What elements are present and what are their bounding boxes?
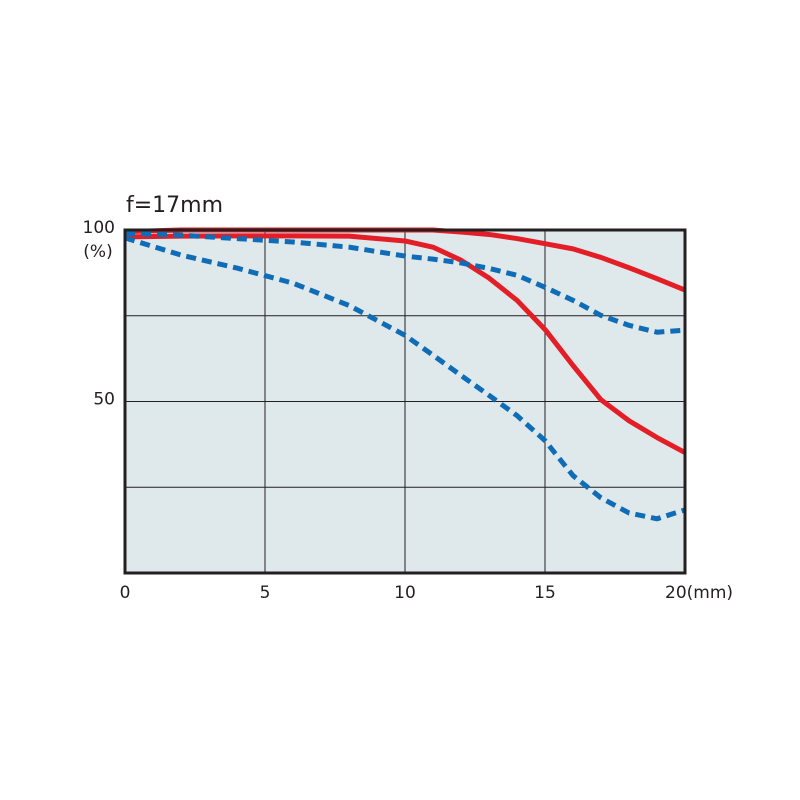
y-axis-label: (%) [83, 242, 112, 262]
x-tick-label: 5 [260, 583, 271, 603]
x-tick-label: 20(mm) [665, 583, 733, 603]
y-tick-label: 100 [83, 218, 115, 238]
plot-frame [123, 228, 687, 575]
mtf-curve [124, 233, 687, 455]
x-tick-label: 10 [394, 583, 416, 603]
mtf-curve [124, 235, 686, 522]
y-tick-label: 50 [93, 390, 115, 410]
x-tick-label: 15 [534, 583, 556, 603]
mtf-curve [124, 230, 686, 335]
x-tick-label: 0 [120, 583, 131, 603]
chart-title: f=17mm [126, 193, 223, 218]
